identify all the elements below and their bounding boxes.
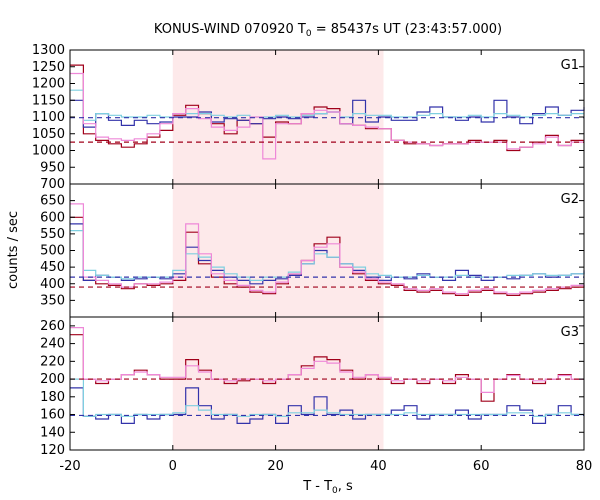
y-tick-label: 550 — [40, 227, 65, 242]
y-tick-label: 180 — [40, 390, 65, 405]
x-tick-label: 80 — [576, 459, 593, 474]
y-tick-label: 1050 — [32, 127, 65, 142]
y-tick-label: 650 — [40, 194, 65, 209]
y-tick-label: 450 — [40, 260, 65, 275]
series-g3-cyan — [70, 378, 584, 417]
y-tick-label: 700 — [40, 177, 65, 192]
panel-frame — [69, 316, 585, 451]
y-tick-label: 1300 — [32, 43, 65, 58]
x-axis-label: T - T0, s — [302, 479, 353, 496]
y-tick-label: 600 — [40, 210, 65, 225]
panel-label: G1 — [561, 58, 579, 73]
y-tick-label: 350 — [40, 293, 65, 308]
y-tick-label: 240 — [40, 337, 65, 352]
series-g1-red — [70, 64, 584, 152]
y-tick-label: 1150 — [32, 93, 65, 108]
y-tick-label: 120 — [40, 443, 65, 458]
y-tick-label: 220 — [40, 354, 65, 369]
series-g2-red — [70, 216, 585, 296]
y-tick-label: 140 — [40, 425, 65, 440]
plot-area: 9501000105011001150120012501300G13504004… — [32, 43, 592, 474]
x-tick-label: 40 — [370, 459, 387, 474]
y-tick-label: 160 — [40, 408, 65, 423]
y-tick-label: 1250 — [32, 60, 65, 75]
y-tick-label: 1100 — [32, 110, 65, 125]
y-tick-label: 950 — [40, 160, 65, 175]
chart-title: KONUS-WIND 070920 T0 = 85437s UT (23:43:… — [154, 22, 502, 39]
series-g2-pink — [70, 203, 585, 295]
x-tick-label: -20 — [59, 459, 80, 474]
panel-label: G3 — [561, 325, 579, 340]
shaded-interval — [172, 50, 384, 450]
y-axis-label: counts / sec — [6, 211, 21, 289]
y-tick-label: 1200 — [32, 77, 65, 92]
series-g1-pink — [70, 72, 584, 160]
x-tick-label: 0 — [169, 459, 177, 474]
x-tick-label: 20 — [267, 459, 284, 474]
y-tick-label: 500 — [40, 244, 65, 259]
y-tick-label: 1000 — [32, 144, 65, 159]
y-tick-label: 400 — [40, 277, 65, 292]
panel-label: G2 — [561, 192, 579, 207]
y-tick-label: 200 — [40, 372, 65, 387]
y-tick-label: 260 — [40, 319, 65, 334]
x-tick-label: 60 — [473, 459, 490, 474]
